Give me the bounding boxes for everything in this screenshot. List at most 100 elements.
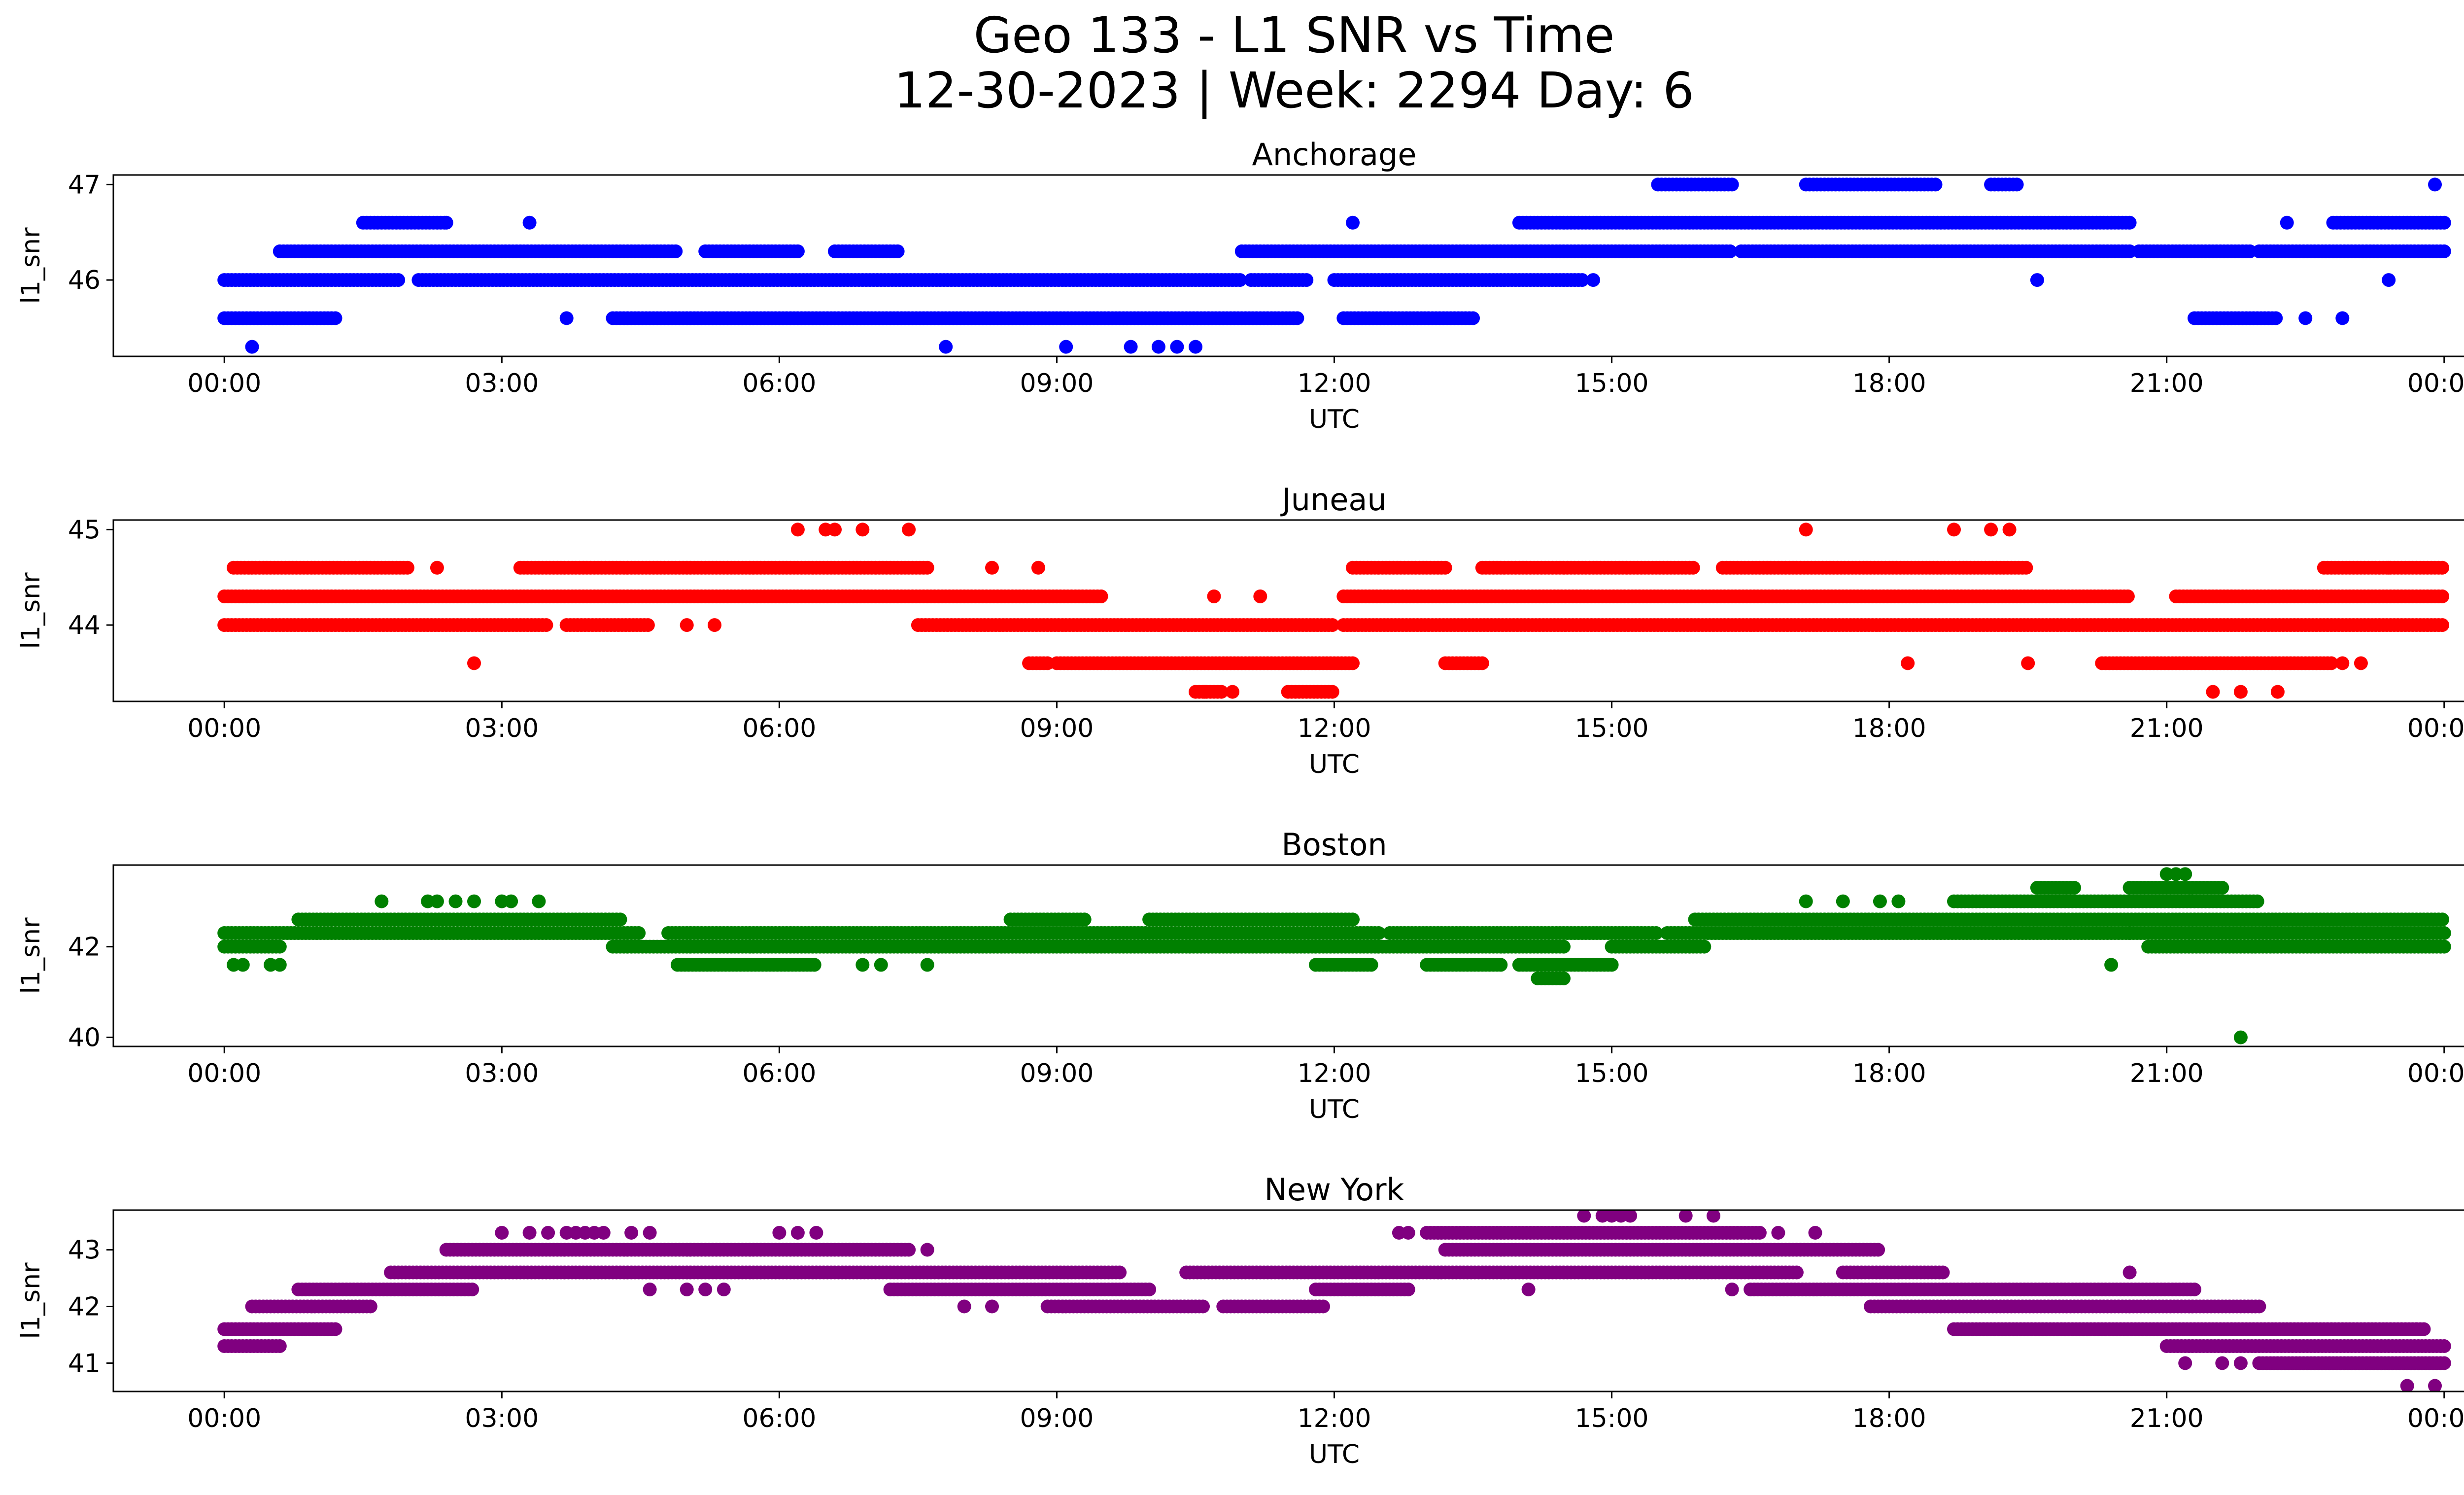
data-point (1557, 939, 1571, 954)
data-point (2335, 311, 2350, 325)
snr-track-new-york-1 (217, 1322, 2431, 1336)
x-tick-label: 00:00 (187, 1059, 261, 1088)
data-point (2104, 958, 2119, 972)
data-point (1170, 340, 1184, 354)
snr-track-anchorage-0 (217, 273, 1589, 287)
x-tick-label: 03:00 (465, 1059, 539, 1088)
y-tick-label: 44 (68, 611, 101, 640)
subplot-title-anchorage: Anchorage (1252, 137, 1416, 173)
snr-track-juneau-1 (217, 618, 2449, 632)
y-tick-label: 47 (68, 170, 101, 200)
y-tick-label: 45 (68, 515, 101, 545)
data-point (2354, 656, 2368, 670)
data-point (856, 522, 870, 537)
data-point (2121, 589, 2135, 603)
scatter-series-new-york (217, 1210, 2451, 1391)
data-point (2019, 560, 2033, 575)
data-point (375, 894, 389, 908)
x-tick-label: 00:00 (2407, 714, 2464, 743)
data-point (391, 273, 406, 287)
x-tick-label: 09:00 (1020, 1059, 1094, 1088)
x-tick-label: 06:00 (742, 369, 816, 398)
data-point (790, 244, 805, 258)
data-point (2437, 926, 2451, 940)
data-point (1198, 685, 1212, 699)
data-point (1984, 522, 1998, 537)
snr-track-boston-1 (217, 926, 2451, 940)
data-point (1290, 311, 1304, 325)
data-point (273, 958, 287, 972)
x-tick-label: 18:00 (1852, 1059, 1926, 1088)
data-point (1466, 311, 1480, 325)
snr-track-boston-6 (1531, 972, 1571, 985)
data-point (1151, 340, 1165, 354)
data-point (1891, 894, 1906, 908)
snr-track-anchorage-2 (217, 311, 2283, 325)
scatter-series-juneau (217, 522, 2449, 699)
data-point (874, 958, 888, 972)
data-point (2435, 618, 2449, 632)
data-point (1873, 894, 1887, 908)
snr-track-new-york-2 (245, 1299, 2266, 1314)
y-tick-label: 46 (68, 266, 101, 295)
data-point (1725, 177, 1739, 192)
y-tick-label: 42 (68, 933, 101, 962)
x-tick-label: 21:00 (2130, 714, 2204, 743)
data-point (2206, 685, 2220, 699)
snr-track-juneau-2 (227, 560, 2449, 575)
snr-track-boston-4 (1947, 894, 2264, 908)
figure-title-line1: Geo 133 - L1 SNR vs Time (974, 6, 1615, 64)
data-point (2233, 1030, 2248, 1044)
data-point (1475, 656, 1489, 670)
data-point (559, 311, 574, 325)
data-point (1346, 912, 1360, 927)
data-point (2437, 244, 2451, 258)
data-point (2122, 215, 2137, 230)
data-point (1557, 972, 1571, 985)
data-point (1300, 273, 1314, 287)
data-point (1094, 589, 1108, 603)
data-point (890, 244, 905, 258)
data-point (2250, 894, 2264, 908)
data-point (2324, 656, 2338, 670)
x-tick-label: 03:00 (465, 369, 539, 398)
data-point (467, 894, 481, 908)
data-point (467, 656, 481, 670)
data-point (856, 958, 870, 972)
data-point (430, 560, 444, 575)
x-axis-label-boston: UTC (1309, 1095, 1360, 1124)
data-point (2435, 560, 2449, 575)
x-tick-label: 15:00 (1575, 714, 1649, 743)
data-point (1124, 340, 1138, 354)
data-point (439, 215, 453, 230)
x-tick-label: 00:00 (2407, 369, 2464, 398)
data-point (1649, 926, 1663, 940)
x-tick-label: 03:00 (465, 714, 539, 743)
data-point (1723, 244, 1737, 258)
data-point (1438, 560, 1452, 575)
data-point (1364, 958, 1378, 972)
data-point (807, 958, 821, 972)
data-point (2233, 685, 2248, 699)
data-point (1697, 939, 1711, 954)
data-point (2437, 939, 2451, 954)
snr-track-anchorage-4 (1651, 177, 2024, 192)
data-point (1494, 958, 1508, 972)
snr-track-boston-2 (291, 912, 2449, 927)
data-point (2002, 522, 2017, 537)
data-point (2021, 656, 2035, 670)
data-point (400, 560, 414, 575)
data-point (2428, 177, 2442, 192)
snr-track-anchorage-3 (356, 215, 2451, 230)
snr-track-anchorage-1 (273, 244, 2451, 258)
x-tick-label: 09:00 (1020, 369, 1094, 398)
snr-track-new-york-0 (217, 1339, 2451, 1353)
data-point (2067, 881, 2081, 895)
data-point (1901, 656, 1915, 670)
x-tick-label: 09:00 (1020, 714, 1094, 743)
data-point (448, 894, 463, 908)
data-point (1226, 685, 1239, 699)
